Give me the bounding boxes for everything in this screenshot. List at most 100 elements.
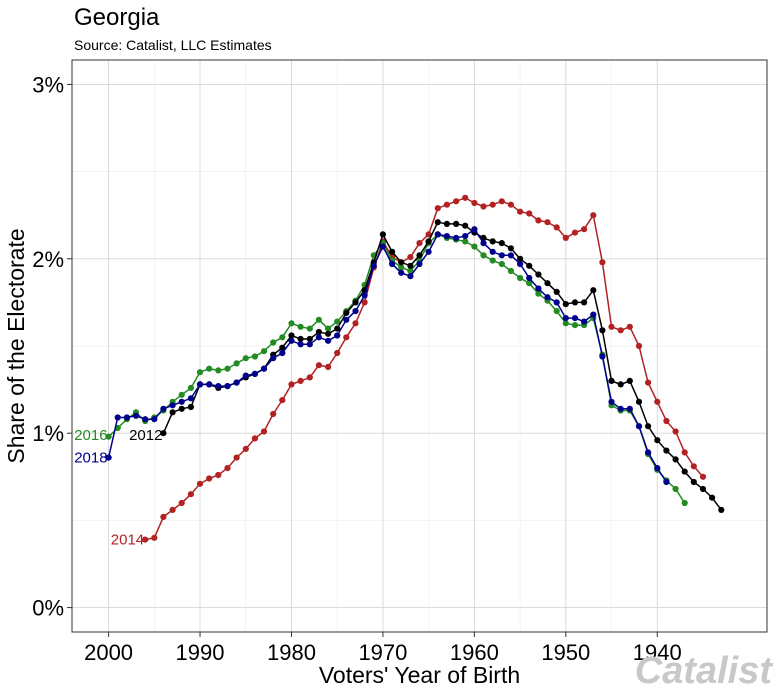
point-2012 (663, 447, 670, 454)
point-2014 (471, 199, 478, 207)
point-2012 (699, 485, 707, 493)
point-2012 (325, 330, 332, 337)
point-2014 (334, 349, 341, 357)
point-2014 (160, 513, 167, 521)
point-2016 (242, 355, 249, 362)
point-2014 (325, 363, 332, 370)
point-2018 (498, 252, 505, 259)
point-2018 (507, 252, 514, 259)
point-2012 (178, 405, 185, 412)
point-2014 (288, 381, 295, 388)
point-2014 (306, 374, 313, 381)
series-label-2014: 2014 (111, 532, 144, 549)
point-2012 (718, 506, 725, 513)
point-2018 (590, 311, 597, 318)
point-2014 (617, 327, 624, 334)
point-2018 (224, 383, 231, 390)
point-2016 (398, 264, 405, 271)
x-axis-title: Voters' Year of Birth (319, 662, 520, 688)
point-2012 (160, 430, 167, 437)
point-2014 (142, 536, 149, 543)
point-2014 (151, 534, 158, 541)
point-2014 (224, 465, 231, 472)
point-2014 (242, 445, 249, 452)
point-2012 (571, 299, 579, 306)
point-2018 (260, 365, 268, 372)
point-2014 (626, 323, 633, 330)
point-2012 (288, 332, 295, 339)
point-2012 (654, 437, 661, 444)
point-2012 (389, 248, 396, 255)
point-2018 (654, 465, 661, 472)
point-2018 (553, 299, 560, 306)
point-2016 (315, 316, 322, 323)
point-2014 (260, 428, 268, 435)
point-2012 (526, 262, 533, 269)
point-2018 (389, 260, 396, 268)
point-2018 (599, 353, 606, 360)
point-2014 (434, 205, 441, 212)
chart-title: Georgia (74, 4, 160, 31)
point-2014 (672, 428, 679, 435)
point-2012 (315, 328, 322, 336)
point-2018 (288, 337, 295, 344)
point-2014 (544, 219, 551, 226)
point-2018 (306, 341, 313, 348)
point-2012 (297, 335, 304, 343)
point-2016 (672, 485, 679, 493)
point-2018 (517, 260, 524, 268)
point-2012 (690, 478, 697, 486)
point-2016 (260, 348, 268, 355)
point-2014 (453, 198, 460, 205)
point-2014 (645, 379, 652, 386)
point-2012 (279, 344, 286, 351)
point-2018 (544, 294, 551, 301)
plot-border (71, 59, 768, 633)
point-2014 (169, 506, 176, 513)
point-2018 (105, 454, 112, 461)
point-2016 (297, 323, 304, 330)
point-2018 (215, 383, 222, 390)
point-2016 (187, 384, 194, 391)
point-2018 (361, 292, 368, 299)
point-2014 (480, 203, 487, 210)
point-2012 (416, 252, 423, 259)
series-label-2018: 2018 (74, 450, 107, 467)
point-2014 (663, 417, 670, 425)
point-2018 (352, 308, 359, 315)
point-2018 (489, 248, 496, 255)
point-2012 (635, 398, 643, 405)
point-2016 (471, 243, 478, 250)
point-2012 (562, 301, 569, 308)
point-2014 (361, 299, 368, 306)
point-2012 (334, 325, 341, 332)
point-2018 (178, 398, 185, 405)
x-tick-label: 1950 (541, 640, 590, 665)
point-2018 (233, 379, 240, 386)
point-2018 (379, 243, 386, 250)
point-2016 (517, 274, 524, 282)
point-2012 (590, 287, 597, 294)
point-2014 (608, 323, 615, 330)
point-2014 (279, 397, 286, 404)
x-tick-label: 1960 (450, 640, 499, 665)
point-2016 (553, 308, 560, 315)
point-2014 (343, 334, 350, 341)
point-2014 (562, 234, 569, 241)
point-2016 (206, 365, 213, 372)
point-2018 (434, 231, 441, 238)
point-2014 (489, 201, 496, 208)
point-2014 (270, 410, 277, 418)
point-2016 (489, 257, 496, 264)
point-2014 (517, 208, 524, 215)
point-2012 (306, 335, 313, 343)
point-2018 (425, 248, 432, 255)
point-2018 (151, 416, 158, 423)
point-2018 (398, 269, 405, 276)
point-2018 (471, 226, 478, 233)
series-line-2016 (108, 233, 686, 504)
point-2012 (581, 299, 588, 306)
point-2012 (608, 377, 615, 384)
point-2014 (233, 454, 240, 461)
